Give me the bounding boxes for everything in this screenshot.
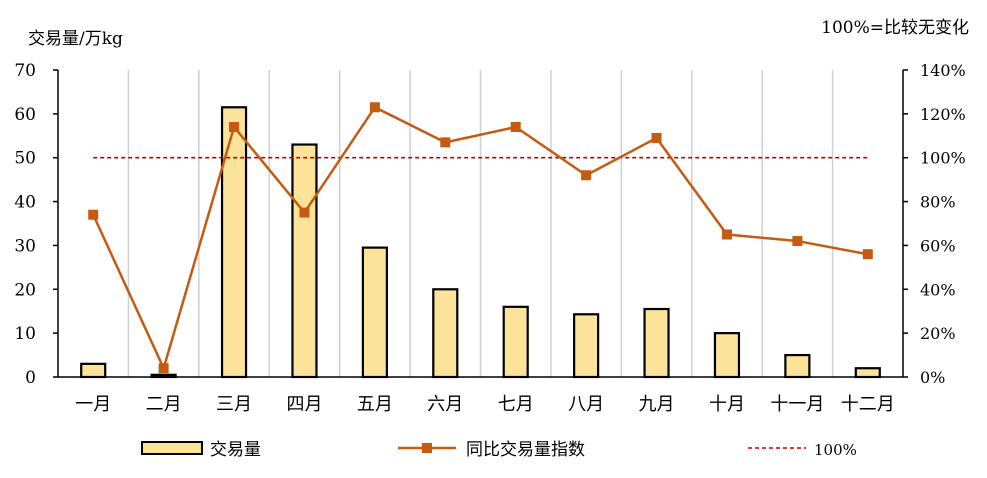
line-marker <box>369 102 380 113</box>
left-tick-label: 60 <box>14 105 36 125</box>
left-tick-label: 50 <box>14 149 36 169</box>
x-tick-label: 一月 <box>75 394 111 415</box>
bar <box>854 367 881 379</box>
right-tick-label: 60% <box>920 236 956 255</box>
line-marker <box>792 236 803 247</box>
x-tick-label: 八月 <box>568 394 604 415</box>
left-axis-tick-labels: 0 10 20 30 40 50 60 70 <box>14 61 58 388</box>
right-tick-label: 40% <box>920 280 956 299</box>
left-tick-label: 70 <box>14 61 36 81</box>
left-tick-label: 20 <box>14 280 36 300</box>
x-axis-tick-labels: 一月 二月 三月 四月 五月 六月 七月 八月 九月 十月 十一月 十二月 <box>75 394 895 415</box>
x-tick-label: 十月 <box>709 394 745 415</box>
bar <box>784 353 811 379</box>
x-tick-label: 十一月 <box>770 394 824 415</box>
line-series <box>88 102 873 374</box>
bar <box>573 313 600 379</box>
x-tick-label: 四月 <box>286 394 322 415</box>
legend-label-reference: 100% <box>814 441 857 459</box>
bar <box>80 362 107 379</box>
right-tick-label: 120% <box>920 105 966 124</box>
line-marker <box>299 207 310 218</box>
bar <box>643 307 670 379</box>
line-marker <box>510 122 521 133</box>
right-tick-label: 20% <box>920 324 956 343</box>
x-tick-label: 六月 <box>427 394 463 415</box>
x-tick-label: 十二月 <box>841 394 895 415</box>
left-tick-label: 0 <box>25 368 36 388</box>
right-tick-label: 80% <box>920 193 956 212</box>
bar <box>220 106 248 379</box>
line-marker <box>581 170 592 181</box>
bar <box>713 332 741 379</box>
bar <box>432 288 459 379</box>
right-tick-label: 140% <box>920 61 966 80</box>
right-axis-note: 100%=比较无变化 <box>821 18 969 38</box>
x-tick-label: 三月 <box>216 394 252 415</box>
bar-series <box>80 106 881 379</box>
legend-label-bar: 交易量 <box>210 440 261 460</box>
left-tick-label: 10 <box>14 324 36 344</box>
x-tick-label: 七月 <box>498 394 534 415</box>
bar <box>361 246 388 379</box>
line-marker <box>158 363 169 374</box>
left-tick-label: 30 <box>14 236 36 256</box>
line-marker <box>229 122 240 133</box>
right-axis-tick-labels: 0% 20% 40% 60% 80% 100% 120% 140% <box>903 61 966 387</box>
x-tick-label: 二月 <box>146 394 182 415</box>
axes <box>57 70 904 378</box>
vertical-gridlines <box>127 70 834 377</box>
bar <box>291 143 318 379</box>
right-tick-label: 100% <box>920 149 966 168</box>
right-tick-label: 0% <box>920 368 945 387</box>
left-axis-label: 交易量/万kg <box>28 29 123 49</box>
left-tick-label: 40 <box>14 193 36 213</box>
x-tick-label: 五月 <box>357 394 393 415</box>
line-marker <box>651 132 662 143</box>
line-marker <box>88 209 99 220</box>
legend-swatch-marker <box>422 443 432 453</box>
series-line <box>92 106 869 370</box>
line-marker <box>862 249 873 260</box>
legend-label-line: 同比交易量指数 <box>466 440 585 460</box>
bar <box>502 305 529 379</box>
line-marker <box>440 137 451 148</box>
line-marker <box>721 229 732 240</box>
x-tick-label: 九月 <box>639 394 675 415</box>
legend: 交易量 同比交易量指数 100% <box>141 440 857 460</box>
legend-swatch-bar <box>141 441 203 455</box>
